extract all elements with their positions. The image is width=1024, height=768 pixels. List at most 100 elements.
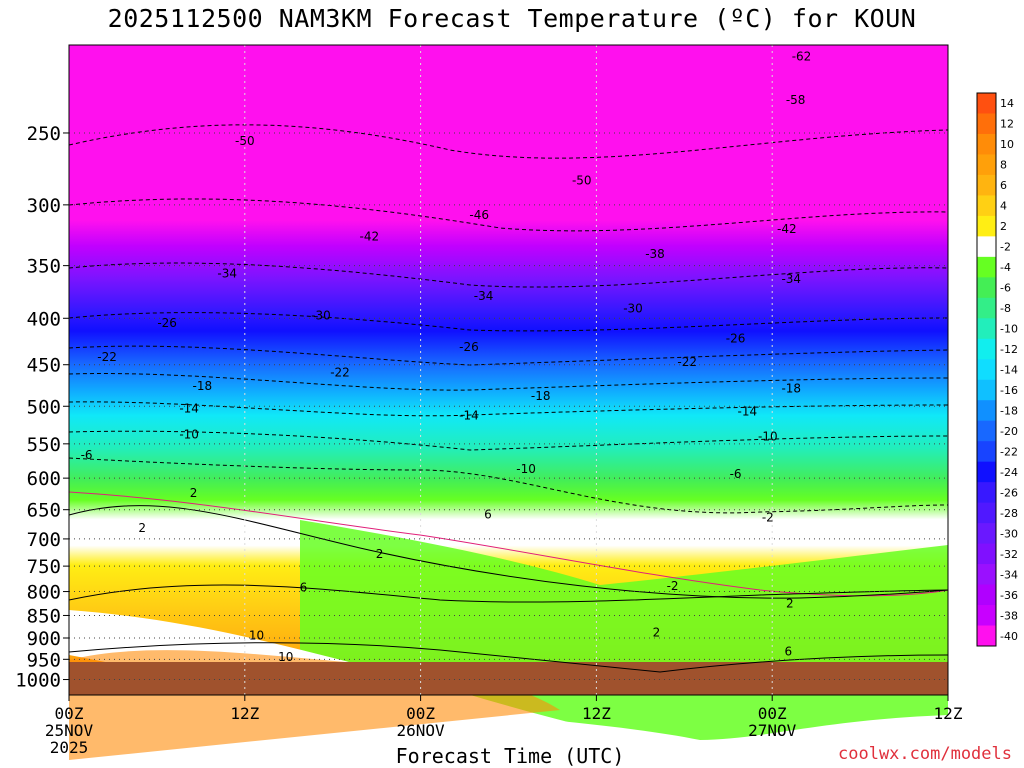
contour-label: -14 xyxy=(737,405,757,419)
contour-label: -22 xyxy=(330,366,350,380)
colorbar: 14 12 10 8 6 4 2 -2 -4 -6 -8 -10 -12 -14 -16 -18 -20 -22 -… xyxy=(976,92,1018,647)
contour-label: -18 xyxy=(531,389,551,403)
colorbar-swatch xyxy=(977,113,996,135)
colorbar-label: -26 xyxy=(1000,486,1018,499)
contour-label: -10 xyxy=(179,427,199,441)
contour-label: -26 xyxy=(726,331,746,345)
contour-label: 2 xyxy=(138,521,146,535)
colorbar-label: -8 xyxy=(1000,302,1011,315)
contour-line xyxy=(68,457,949,514)
colorbar-swatch xyxy=(977,277,996,299)
y-tick-label: 250 xyxy=(27,123,61,145)
colorbar-swatch xyxy=(977,133,996,155)
y-tick-label: 500 xyxy=(27,396,61,418)
contour-label: -50 xyxy=(235,134,255,148)
colorbar-label: -6 xyxy=(1000,282,1011,295)
colorbar-label: 14 xyxy=(1000,97,1014,110)
colorbar-swatch xyxy=(977,338,996,360)
y-tick-label: 300 xyxy=(27,195,61,217)
y-tick-label: 600 xyxy=(27,468,61,490)
grid-lines xyxy=(69,45,948,695)
contour-line xyxy=(68,312,949,332)
contour-label: -10 xyxy=(758,430,778,444)
colorbar-swatch xyxy=(977,318,996,340)
colorbar-frame xyxy=(976,92,997,647)
contour-label: -30 xyxy=(311,308,331,322)
colorbar-swatch xyxy=(977,236,996,258)
y-tick-label: 750 xyxy=(27,556,61,578)
y-tick-label: 700 xyxy=(27,529,61,551)
contour-label: -46 xyxy=(469,208,489,222)
contour-line xyxy=(68,373,949,391)
contour-line xyxy=(68,642,949,673)
colorbar-label: 12 xyxy=(1000,118,1014,131)
colorbar-label: -18 xyxy=(1000,404,1018,417)
contour-label: -2 xyxy=(667,579,679,593)
contour-label: 6 xyxy=(484,508,492,522)
x-tick-label: 12Z xyxy=(582,704,611,723)
colorbar-label: 8 xyxy=(1000,159,1007,172)
contour-label: -22 xyxy=(677,355,697,369)
colorbar-label: 2 xyxy=(1000,220,1007,233)
y-axis: 2503003504004505005506006507007508008509… xyxy=(15,123,69,692)
contour-label: -42 xyxy=(777,222,797,236)
colorbar-swatch xyxy=(977,359,996,381)
contour-label: 2 xyxy=(190,486,198,500)
contour-line xyxy=(68,584,949,603)
contour-label: -10 xyxy=(516,462,536,476)
colorbar-swatch xyxy=(977,215,996,237)
contour-line xyxy=(68,430,949,451)
x-tick-label: 12Z xyxy=(934,704,963,723)
contour-label: -6 xyxy=(81,448,93,462)
colorbar-label: -10 xyxy=(1000,323,1018,336)
x-tick-label: 2025 xyxy=(50,738,89,757)
contour-label: -14 xyxy=(179,402,199,416)
colorbar-swatch xyxy=(977,174,996,196)
contour-label: -30 xyxy=(623,301,643,315)
colorbar-swatch xyxy=(977,543,996,565)
contour-label: -34 xyxy=(781,272,801,286)
contour-line xyxy=(68,345,949,366)
y-tick-label: 450 xyxy=(27,355,61,377)
colorbar-swatch xyxy=(977,297,996,319)
colorbar-label: -28 xyxy=(1000,507,1018,520)
colorbar-swatch xyxy=(977,584,996,606)
colorbar-swatch xyxy=(977,256,996,278)
contour-label: 10 xyxy=(278,650,293,664)
y-tick-label: 650 xyxy=(27,500,61,522)
contour-line xyxy=(68,198,949,232)
chart-title: 2025112500 NAM3KM Forecast Temperature (… xyxy=(107,4,917,33)
contour-label: 10 xyxy=(249,628,264,642)
x-tick-label: 00Z xyxy=(758,704,787,723)
colorbar-swatch xyxy=(977,154,996,176)
colorbar-label: 10 xyxy=(1000,138,1014,151)
colorbar-swatch xyxy=(977,625,996,647)
colorbar-swatch xyxy=(977,195,996,217)
y-tick-label: 850 xyxy=(27,605,61,627)
contour-line xyxy=(68,124,949,159)
x-tick-label: 25NOV xyxy=(45,721,94,740)
contour-label: -34 xyxy=(474,289,494,303)
y-tick-label: 950 xyxy=(27,649,61,671)
colorbar-label: -40 xyxy=(1000,630,1018,643)
colorbar-swatch xyxy=(977,441,996,463)
contour-label: -18 xyxy=(781,382,801,396)
colorbar-swatch xyxy=(977,461,996,483)
contour-label: -6 xyxy=(730,467,742,481)
colorbar-swatch xyxy=(977,93,996,114)
contour-label: 6 xyxy=(300,581,308,595)
contour-line xyxy=(68,505,949,599)
colorbar-label: -24 xyxy=(1000,466,1018,479)
y-tick-label: 550 xyxy=(27,434,61,456)
y-tick-label: 400 xyxy=(27,308,61,330)
colorbar-label: -34 xyxy=(1000,568,1018,581)
x-tick-label: 00Z xyxy=(406,704,435,723)
x-tick-label: 27NOV xyxy=(748,721,797,740)
colorbar-swatch xyxy=(977,605,996,627)
x-tick-label: 12Z xyxy=(230,704,259,723)
colorbar-label: -32 xyxy=(1000,548,1018,561)
x-tick-label: 26NOV xyxy=(397,721,446,740)
y-tick-label: 1000 xyxy=(15,670,61,692)
contour-label: -26 xyxy=(157,316,177,330)
